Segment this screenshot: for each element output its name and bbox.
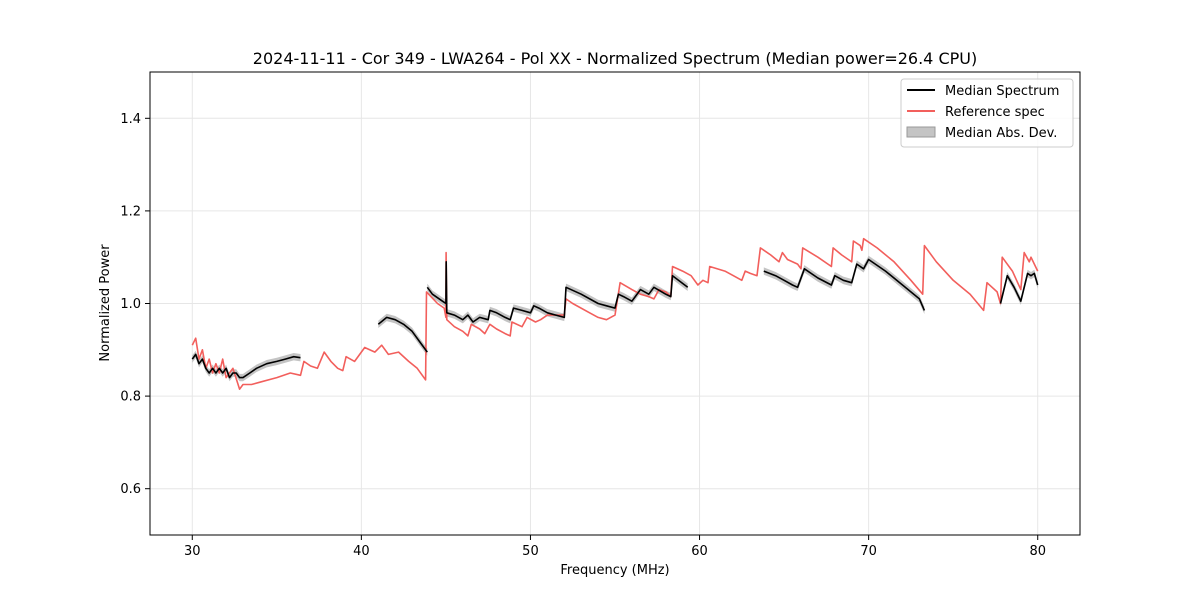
legend-median-label: Median Spectrum [945,84,1059,99]
y-tick-label: 1.4 [120,112,141,127]
reference-series-layer [191,237,1039,391]
x-tick-label: 70 [860,544,877,559]
y-tick-label: 1.0 [120,297,141,312]
legend-mad-label: Median Abs. Dev. [945,126,1057,141]
chart-title: 2024-11-11 - Cor 349 - LWA264 - Pol XX -… [253,49,977,68]
y-tick-label: 1.2 [120,204,141,219]
mad-band [427,258,688,326]
x-axis-label: Frequency (MHz) [560,563,669,578]
y-tick-label: 0.6 [120,482,141,497]
y-tick-label: 0.8 [120,390,141,405]
median-series-line [377,316,428,353]
median-series-layer [191,258,1039,379]
median-series-line [426,260,689,323]
median-series-line [999,272,1039,304]
x-tick-label: 30 [184,544,201,559]
x-axis-ticks: 30 40 50 60 70 80 [184,535,1046,559]
x-tick-label: 60 [691,544,708,559]
x-tick-label: 80 [1029,544,1046,559]
legend-reference-label: Reference spec [945,105,1045,120]
x-tick-label: 40 [353,544,370,559]
y-axis-ticks: 0.6 0.8 1.0 1.2 1.4 [120,112,150,497]
median-series-line [763,258,926,311]
mad-band [378,313,428,356]
legend-mad-swatch [906,126,936,138]
legend-box [900,78,1074,148]
x-tick-label: 50 [522,544,539,559]
y-axis-label: Normalized Power [98,244,113,362]
median-series-line [191,353,301,379]
reference-series-line [191,237,1039,391]
legend: Median Spectrum Reference spec Median Ab… [900,78,1074,148]
